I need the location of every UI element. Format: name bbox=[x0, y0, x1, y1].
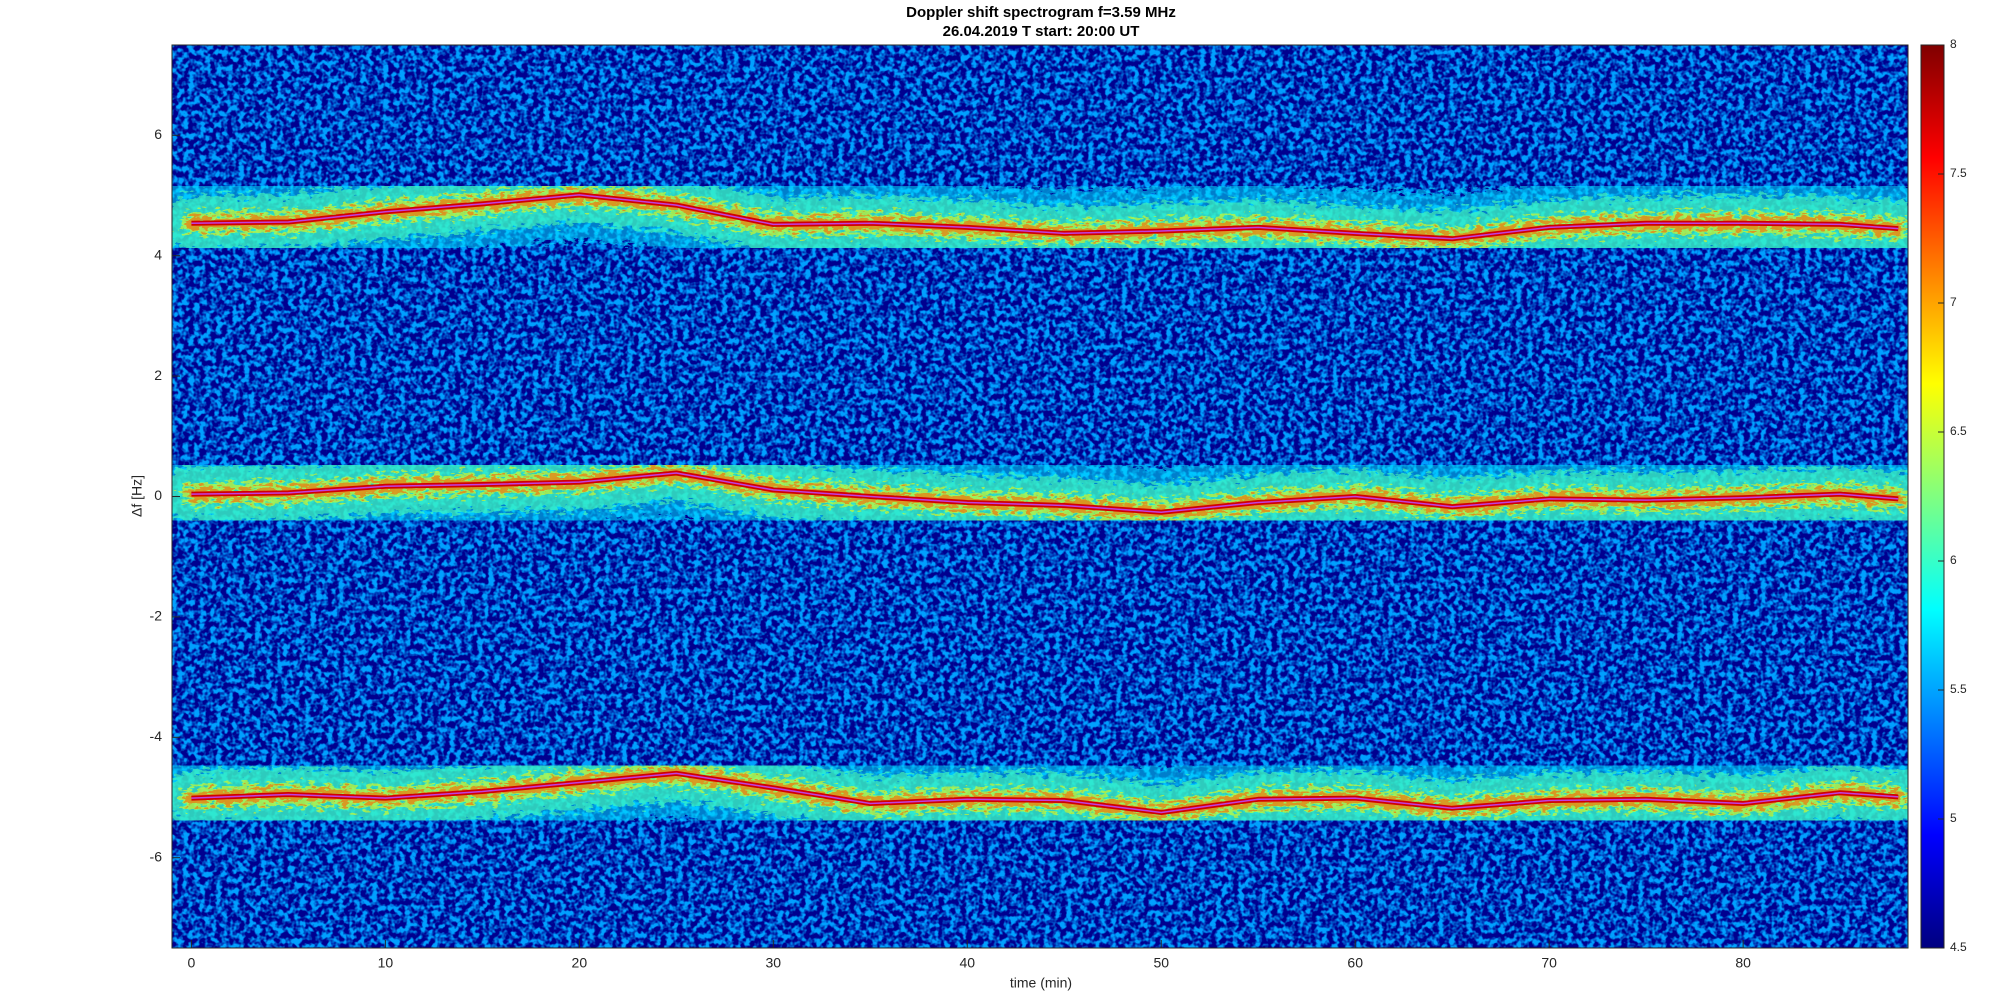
colorbar-tick-label: 7.5 bbox=[1950, 166, 1967, 180]
y-tick-label: -4 bbox=[150, 728, 163, 744]
colorbar-tick-label: 8 bbox=[1950, 37, 1957, 51]
x-tick-label: 50 bbox=[1153, 955, 1169, 971]
x-tick-label: 30 bbox=[766, 955, 782, 971]
y-axis-label: Δf [Hz] bbox=[129, 475, 145, 517]
colorbar-tick-label: 6 bbox=[1950, 553, 1957, 567]
x-tick-label: 40 bbox=[959, 955, 975, 971]
x-tick-label: 80 bbox=[1735, 955, 1751, 971]
colorbar-tick-label: 4.5 bbox=[1950, 940, 1967, 954]
y-tick-label: -6 bbox=[150, 848, 163, 864]
x-tick-label: 0 bbox=[187, 955, 195, 971]
colorbar-tick-label: 5 bbox=[1950, 811, 1957, 825]
plot-area bbox=[172, 45, 1908, 948]
colorbar-tick-label: 7 bbox=[1950, 295, 1957, 309]
chart-subtitle: 26.04.2019 T start: 20:00 UT bbox=[943, 23, 1140, 40]
x-tick-label: 10 bbox=[378, 955, 394, 971]
trace-line bbox=[191, 772, 1899, 814]
trace-line bbox=[191, 194, 1899, 240]
y-tick-label: 4 bbox=[154, 246, 162, 262]
trace-line bbox=[191, 472, 1899, 513]
y-tick-label: -2 bbox=[150, 608, 163, 624]
y-tick-label: 0 bbox=[154, 487, 162, 503]
colorbar-tick-label: 5.5 bbox=[1950, 682, 1967, 696]
x-axis-label: time (min) bbox=[1010, 975, 1072, 991]
y-tick-label: 6 bbox=[154, 126, 162, 142]
colorbar-tick-label: 6.5 bbox=[1950, 424, 1967, 438]
x-tick-label: 20 bbox=[572, 955, 588, 971]
x-tick-label: 70 bbox=[1541, 955, 1557, 971]
colorbar bbox=[1920, 44, 1945, 949]
y-tick-label: 2 bbox=[154, 367, 162, 383]
chart-title: Doppler shift spectrogram f=3.59 MHz bbox=[906, 4, 1176, 21]
x-tick-label: 60 bbox=[1347, 955, 1363, 971]
